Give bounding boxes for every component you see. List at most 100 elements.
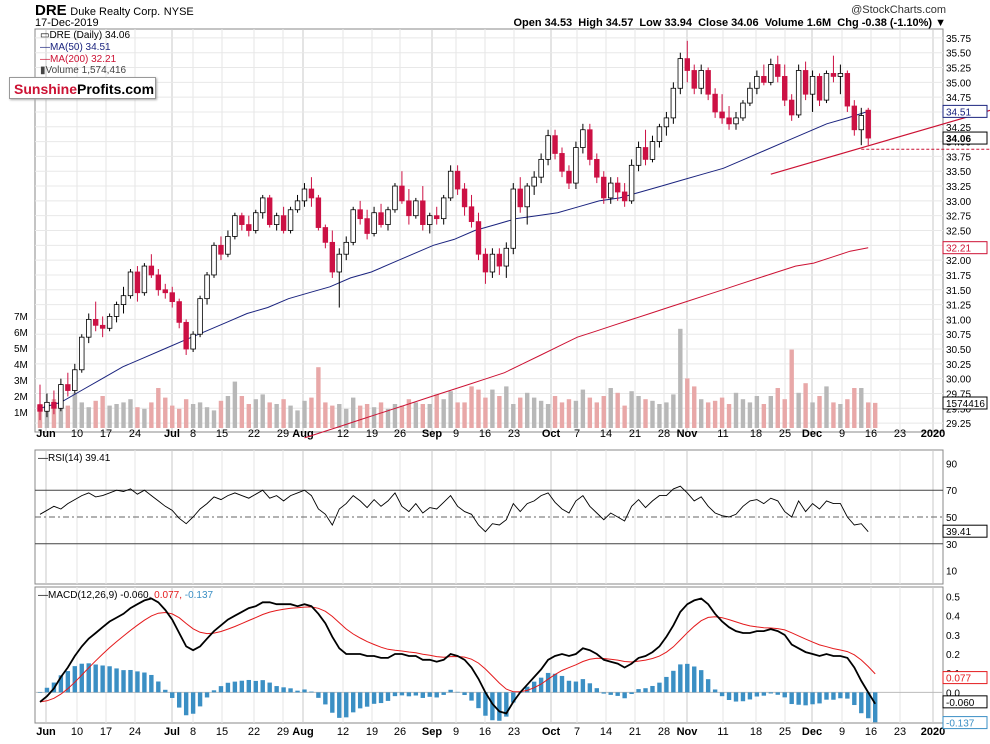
candle-body <box>51 401 57 409</box>
y-tick-label: 33.25 <box>946 182 971 193</box>
macd-hist-bar <box>107 666 112 693</box>
candle-body <box>740 102 746 119</box>
macd-hist-bar <box>37 692 43 693</box>
y-tick-label: 35.00 <box>946 78 971 89</box>
sunshine-profits-logo: SunshineProfits.com <box>9 77 156 99</box>
macd-signal-tag-box <box>942 671 988 685</box>
volume-bar <box>747 402 753 428</box>
candle-body <box>705 70 711 95</box>
y-tick-label: 30.25 <box>946 360 971 371</box>
candle-body <box>496 253 503 267</box>
volume-bar <box>866 402 871 428</box>
macd-hist-bar <box>455 691 460 693</box>
candle-body <box>406 200 412 217</box>
candle-body <box>169 292 175 303</box>
macd-hist-bar <box>761 692 767 696</box>
volume-bar <box>782 399 787 428</box>
volume-bar <box>274 404 279 428</box>
macd-hist-bar <box>705 679 711 693</box>
x-tick-label: 16 <box>865 726 877 738</box>
candle-body <box>823 73 830 101</box>
macd-hist-bar <box>260 680 265 693</box>
rsi-tick-label: 10 <box>946 567 958 578</box>
macd-hist-bar <box>719 692 725 697</box>
macd-hist-bar <box>93 664 98 693</box>
volume-bar <box>657 404 662 428</box>
x-tick-label: 16 <box>479 726 491 738</box>
volume-bar <box>587 397 593 428</box>
ma200-tag-box <box>942 241 988 255</box>
macd-hist-bar <box>434 692 439 698</box>
volume-bar <box>525 392 530 428</box>
macd-hist-bar <box>337 692 342 718</box>
rsi-tick-label: 70 <box>946 486 958 497</box>
macd-hist-bar <box>747 692 753 700</box>
volume-bar <box>859 388 864 428</box>
symbol: DRE <box>35 2 67 19</box>
candle-body <box>788 99 795 116</box>
candle-body <box>573 147 579 184</box>
candle-body <box>266 197 273 225</box>
volume-bar <box>197 402 203 428</box>
candle-body <box>197 298 203 335</box>
macd-hist-bar <box>392 692 398 697</box>
candle-body <box>148 265 155 276</box>
rsi-value-tag-box <box>942 524 988 538</box>
candle-body <box>65 384 71 391</box>
volume-bar <box>413 402 419 428</box>
macd-hist-bar <box>364 692 370 707</box>
macd-line <box>39 597 876 715</box>
volume-bar <box>65 405 71 428</box>
volume-tick-label: 3M <box>14 376 28 387</box>
y-tick-label: 33.75 <box>946 152 971 163</box>
trendline <box>770 109 990 175</box>
macd-hist-bar <box>86 663 91 693</box>
macd-hist-bar <box>72 666 77 693</box>
candle-body <box>141 265 148 294</box>
candle-body <box>106 316 113 329</box>
macd-hist-bar <box>594 688 599 693</box>
candle-body <box>531 176 537 187</box>
macd-hist-bar <box>114 668 119 693</box>
candle-body <box>768 64 774 83</box>
x-tick-label: 15 <box>216 428 228 440</box>
candle-body <box>691 70 697 89</box>
volume-bar <box>873 402 878 428</box>
candle-body <box>162 289 168 294</box>
macd-hist-bar <box>740 692 746 702</box>
volume-bar <box>93 400 98 428</box>
volume-bar <box>239 396 245 428</box>
x-tick-label: Jun <box>36 726 56 738</box>
candle-body <box>747 87 753 104</box>
volume-bar <box>337 404 342 428</box>
candle-body <box>44 401 50 412</box>
candle-body <box>475 221 482 255</box>
candle-body <box>503 247 510 267</box>
candle-body <box>461 188 468 208</box>
macd-hist-bar <box>170 692 175 698</box>
y-tick-label: 30.75 <box>946 330 971 341</box>
macd-hist-bar <box>142 672 147 693</box>
volume-tick-label: 1M <box>14 408 28 419</box>
volume-bar <box>211 410 217 428</box>
macd-tick-label: 0.4 <box>946 612 960 623</box>
candle-body <box>253 212 259 231</box>
candle-body <box>427 215 433 225</box>
macd-hist-bar <box>629 692 634 695</box>
x-tick-label: 29 <box>277 726 289 738</box>
x-tick-label: 17 <box>100 428 112 440</box>
y-tick-label: 33.50 <box>946 167 971 178</box>
x-tick-label: Jun <box>36 428 56 440</box>
candle-body <box>670 87 677 119</box>
macd-hist-bar <box>733 692 739 702</box>
x-tick-label: 12 <box>337 726 349 738</box>
macd-hist-bar <box>100 665 105 693</box>
x-tick-label: Nov <box>677 726 699 738</box>
candle-body <box>371 212 377 234</box>
candle-body <box>761 76 767 83</box>
volume-bar <box>142 408 147 428</box>
candle-body <box>587 129 593 160</box>
x-tick-label: 14 <box>600 428 612 440</box>
macd-hist-bar <box>789 692 794 705</box>
macd-hist-bar <box>246 679 251 693</box>
